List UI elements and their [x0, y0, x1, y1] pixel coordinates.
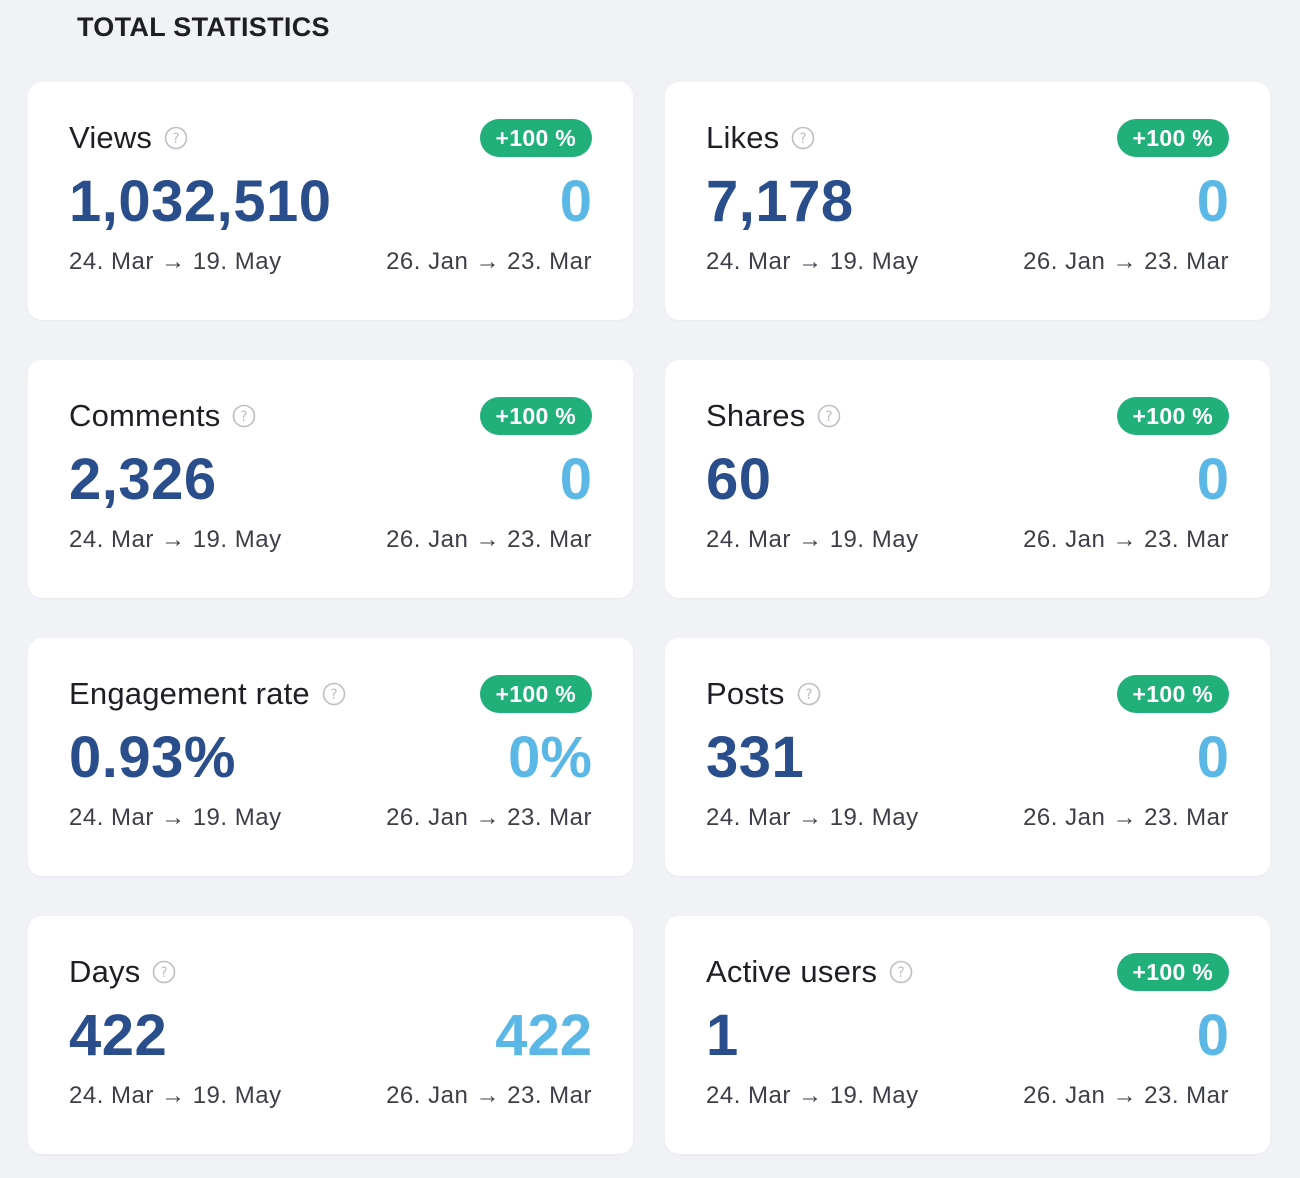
previous-range: 26. Jan → 23. Mar — [1023, 248, 1229, 275]
current-value: 2,326 — [69, 447, 217, 512]
previous-range: 26. Jan → 23. Mar — [1023, 1082, 1229, 1109]
card-header: Shares ? +100 % — [706, 396, 1229, 436]
question-circle-icon[interactable]: ? — [232, 404, 256, 428]
previous-value: 0 — [1196, 725, 1229, 790]
svg-text:?: ? — [800, 131, 807, 147]
change-badge: +100 % — [479, 675, 592, 713]
card-header: Likes ? +100 % — [706, 118, 1229, 158]
previous-range: 26. Jan → 23. Mar — [386, 804, 592, 831]
card-values: 60 0 — [706, 448, 1229, 512]
previous-value: 0 — [559, 169, 592, 234]
card-header: Engagement rate ? +100 % — [69, 674, 592, 714]
current-range: 24. Mar → 19. May — [69, 248, 282, 275]
current-range: 24. Mar → 19. May — [706, 248, 919, 275]
svg-text:?: ? — [172, 131, 179, 147]
previous-value: 0 — [1196, 169, 1229, 234]
current-value: 422 — [69, 1003, 168, 1068]
stats-grid: Views ? +100 % 1,032,510 0 24. Mar → 19.… — [28, 82, 1270, 1154]
card-values: 1,032,510 0 — [69, 170, 592, 234]
stat-card-views: Views ? +100 % 1,032,510 0 24. Mar → 19.… — [28, 82, 633, 320]
svg-text:?: ? — [241, 409, 248, 425]
question-circle-icon[interactable]: ? — [797, 682, 821, 706]
svg-text:?: ? — [898, 965, 905, 981]
previous-range: 26. Jan → 23. Mar — [1023, 526, 1229, 553]
current-range: 24. Mar → 19. May — [706, 526, 919, 553]
card-ranges: 24. Mar → 19. May 26. Jan → 23. Mar — [69, 526, 592, 554]
card-ranges: 24. Mar → 19. May 26. Jan → 23. Mar — [706, 804, 1229, 832]
previous-value: 0 — [1196, 447, 1229, 512]
card-header: Active users ? +100 % — [706, 952, 1229, 992]
current-value: 1 — [706, 1003, 739, 1068]
card-title: Posts — [706, 676, 785, 711]
card-title: Days — [69, 954, 141, 989]
current-range: 24. Mar → 19. May — [69, 804, 282, 831]
change-badge: +100 % — [1116, 953, 1229, 991]
card-header: Comments ? +100 % — [69, 396, 592, 436]
svg-text:?: ? — [161, 965, 168, 981]
change-badge: +100 % — [1116, 119, 1229, 157]
stat-card-comments: Comments ? +100 % 2,326 0 24. Mar → 19. … — [28, 360, 633, 598]
previous-range: 26. Jan → 23. Mar — [386, 526, 592, 553]
question-circle-icon[interactable]: ? — [322, 682, 346, 706]
current-value: 7,178 — [706, 169, 854, 234]
card-values: 422 422 — [69, 1004, 592, 1068]
change-badge: +100 % — [479, 397, 592, 435]
stat-card-engagement-rate: Engagement rate ? +100 % 0.93% 0% 24. Ma… — [28, 638, 633, 876]
previous-value: 422 — [495, 1003, 592, 1068]
card-title: Comments — [69, 398, 221, 433]
svg-text:?: ? — [826, 409, 833, 425]
card-ranges: 24. Mar → 19. May 26. Jan → 23. Mar — [706, 1082, 1229, 1110]
question-circle-icon[interactable]: ? — [889, 960, 913, 984]
current-range: 24. Mar → 19. May — [69, 526, 282, 553]
svg-text:?: ? — [805, 687, 812, 703]
current-value: 0.93% — [69, 725, 236, 790]
stat-card-shares: Shares ? +100 % 60 0 24. Mar → 19. May 2… — [665, 360, 1270, 598]
previous-value: 0 — [1196, 1003, 1229, 1068]
question-circle-icon[interactable]: ? — [164, 126, 188, 150]
previous-range: 26. Jan → 23. Mar — [386, 1082, 592, 1109]
card-ranges: 24. Mar → 19. May 26. Jan → 23. Mar — [69, 1082, 592, 1110]
question-circle-icon[interactable]: ? — [817, 404, 841, 428]
card-title: Likes — [706, 120, 780, 155]
current-value: 331 — [706, 725, 805, 790]
card-header: Days ? — [69, 952, 592, 992]
previous-value: 0% — [508, 725, 592, 790]
question-circle-icon[interactable]: ? — [152, 960, 176, 984]
card-values: 2,326 0 — [69, 448, 592, 512]
current-range: 24. Mar → 19. May — [706, 804, 919, 831]
card-values: 0.93% 0% — [69, 726, 592, 790]
change-badge: +100 % — [1116, 675, 1229, 713]
stat-card-active-users: Active users ? +100 % 1 0 24. Mar → 19. … — [665, 916, 1270, 1154]
card-ranges: 24. Mar → 19. May 26. Jan → 23. Mar — [69, 804, 592, 832]
card-ranges: 24. Mar → 19. May 26. Jan → 23. Mar — [706, 248, 1229, 276]
svg-text:?: ? — [330, 687, 337, 703]
card-values: 1 0 — [706, 1004, 1229, 1068]
question-circle-icon[interactable]: ? — [791, 126, 815, 150]
change-badge: +100 % — [1116, 397, 1229, 435]
stat-card-likes: Likes ? +100 % 7,178 0 24. Mar → 19. May… — [665, 82, 1270, 320]
previous-range: 26. Jan → 23. Mar — [386, 248, 592, 275]
section-title: TOTAL STATISTICS — [77, 12, 330, 42]
card-ranges: 24. Mar → 19. May 26. Jan → 23. Mar — [706, 526, 1229, 554]
stat-card-days: Days ? 422 422 24. Mar → 19. May 26. Jan… — [28, 916, 633, 1154]
current-range: 24. Mar → 19. May — [69, 1082, 282, 1109]
current-value: 60 — [706, 447, 772, 512]
card-title: Active users — [706, 954, 878, 989]
card-values: 331 0 — [706, 726, 1229, 790]
card-header: Views ? +100 % — [69, 118, 592, 158]
current-value: 1,032,510 — [69, 169, 332, 234]
change-badge: +100 % — [479, 119, 592, 157]
card-title: Views — [69, 120, 153, 155]
card-values: 7,178 0 — [706, 170, 1229, 234]
card-title: Engagement rate — [69, 676, 310, 711]
card-title: Shares — [706, 398, 806, 433]
stat-card-posts: Posts ? +100 % 331 0 24. Mar → 19. May 2… — [665, 638, 1270, 876]
previous-value: 0 — [559, 447, 592, 512]
current-range: 24. Mar → 19. May — [706, 1082, 919, 1109]
previous-range: 26. Jan → 23. Mar — [1023, 804, 1229, 831]
card-header: Posts ? +100 % — [706, 674, 1229, 714]
card-ranges: 24. Mar → 19. May 26. Jan → 23. Mar — [69, 248, 592, 276]
